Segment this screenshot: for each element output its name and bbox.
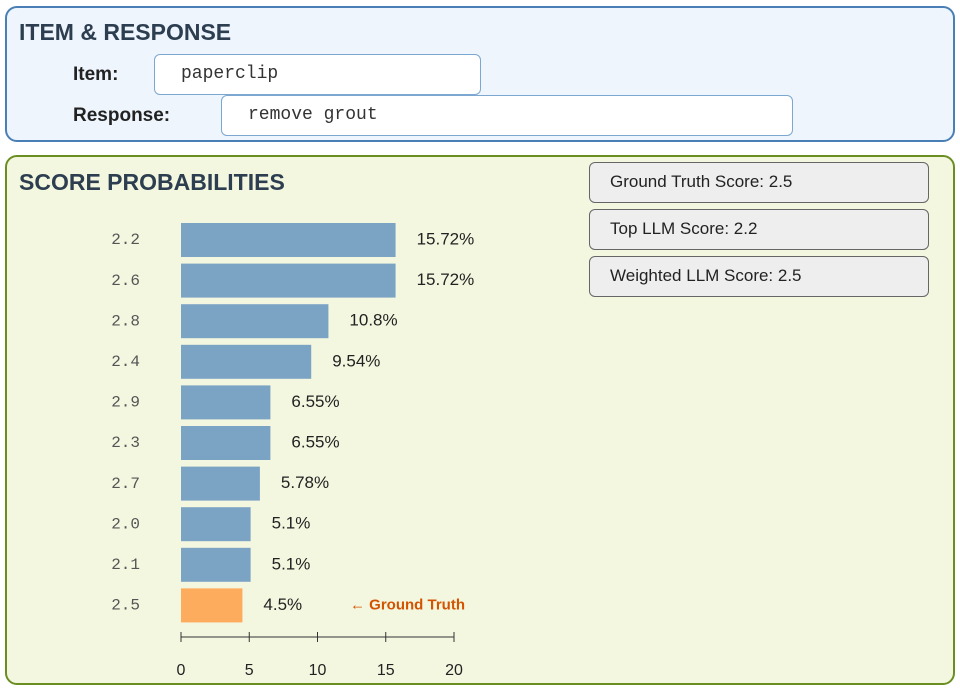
x-tick-label: 15 [377,662,395,679]
panel-title: ITEM & RESPONSE [19,19,232,45]
value-label: 5.78% [281,473,329,492]
item-field[interactable]: paperclip [154,54,481,95]
value-label: 9.54% [332,351,380,370]
y-tick-label: 2.8 [111,312,140,330]
response-field[interactable]: remove grout [221,95,793,136]
item-label: Item: [73,64,119,85]
value-label: 15.72% [417,270,475,289]
value-label: 6.55% [291,392,339,411]
bar [181,426,271,460]
annotation: ← Ground Truth [350,596,465,613]
response-label: Response: [73,105,171,126]
value-label: 5.1% [272,514,311,533]
panel-title: SCORE PROBABILITIES [19,169,285,195]
y-tick-label: 2.6 [111,272,140,290]
bar [181,344,312,379]
x-tick-label: 20 [445,662,463,679]
y-tick-label: 2.3 [111,434,140,452]
score-box: Weighted LLM Score: 2.5 [589,256,929,297]
value-label: 15.72% [417,229,475,248]
item-response-panel: ITEM & RESPONSE Item: paperclip Response… [5,6,955,142]
value-label: 10.8% [349,311,397,330]
bar [181,547,251,582]
y-tick-label: 2.9 [111,394,140,412]
y-tick-label: 2.4 [111,353,140,371]
bar [181,507,251,542]
bar [181,588,243,623]
value-label: 5.1% [272,554,311,573]
bar [181,223,396,257]
bar [181,385,271,420]
score-panel: SCORE PROBABILITIES Ground Truth Score: … [5,155,955,685]
value-label: 6.55% [291,432,339,451]
y-tick-label: 2.7 [111,475,140,493]
bar [181,263,396,298]
bar [181,466,260,501]
y-tick-label: 2.2 [111,231,140,249]
y-tick-label: 2.1 [111,556,140,574]
score-box: Top LLM Score: 2.2 [589,209,929,250]
value-label: 4.5% [263,595,302,614]
y-tick-label: 2.5 [111,597,140,615]
x-tick-label: 10 [309,662,327,679]
x-tick-label: 0 [177,662,186,679]
y-tick-label: 2.0 [111,515,140,533]
score-box: Ground Truth Score: 2.5 [589,162,929,203]
bar [181,304,329,339]
x-tick-label: 5 [245,662,254,679]
